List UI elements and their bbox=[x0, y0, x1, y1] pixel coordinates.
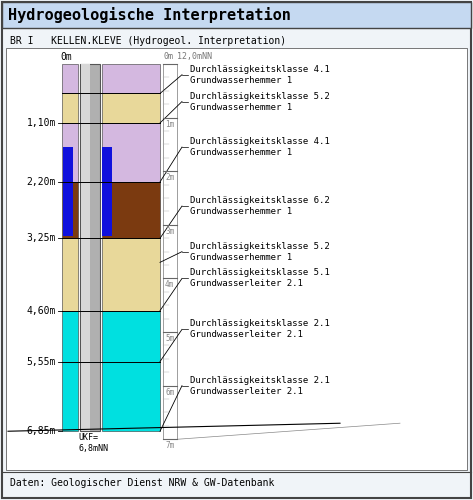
Text: Grundwasserleiter 2.1: Grundwasserleiter 2.1 bbox=[190, 330, 303, 340]
Text: 2m: 2m bbox=[165, 173, 174, 182]
Bar bbox=[102, 182, 160, 238]
Bar bbox=[102, 64, 160, 94]
Bar bbox=[62, 238, 78, 310]
Bar bbox=[163, 64, 177, 440]
Bar bbox=[81, 64, 90, 431]
Text: 12,0mNN: 12,0mNN bbox=[177, 52, 212, 61]
Bar bbox=[62, 310, 78, 431]
Text: Grundwasserhemmer 1: Grundwasserhemmer 1 bbox=[190, 148, 292, 157]
Bar bbox=[102, 94, 160, 123]
Text: Grundwasserhemmer 1: Grundwasserhemmer 1 bbox=[190, 102, 292, 112]
Text: Hydrogeologische Interpretation: Hydrogeologische Interpretation bbox=[8, 7, 291, 23]
Text: 6m: 6m bbox=[165, 388, 174, 396]
Bar bbox=[62, 94, 78, 123]
Text: Grundwasserhemmer 1: Grundwasserhemmer 1 bbox=[190, 76, 292, 84]
Text: 1,10m: 1,10m bbox=[26, 118, 56, 128]
Bar bbox=[102, 123, 160, 182]
Text: 5m: 5m bbox=[165, 334, 174, 343]
Text: Durchlässigkeitsklasse 4.1: Durchlässigkeitsklasse 4.1 bbox=[190, 137, 330, 146]
Text: Durchlässigkeitsklasse 5.2: Durchlässigkeitsklasse 5.2 bbox=[190, 92, 330, 100]
Text: 7m: 7m bbox=[165, 442, 174, 450]
Text: Grundwasserhemmer 1: Grundwasserhemmer 1 bbox=[190, 207, 292, 216]
Text: 6,85m: 6,85m bbox=[26, 426, 56, 436]
Bar bbox=[102, 310, 160, 431]
Text: 4,60m: 4,60m bbox=[26, 306, 56, 316]
Text: Durchlässigkeitsklasse 4.1: Durchlässigkeitsklasse 4.1 bbox=[190, 64, 330, 74]
Text: Durchlässigkeitsklasse 5.1: Durchlässigkeitsklasse 5.1 bbox=[190, 268, 330, 278]
Bar bbox=[102, 238, 160, 310]
Text: 3m: 3m bbox=[165, 227, 174, 236]
Bar bbox=[2, 2, 471, 28]
Bar bbox=[80, 64, 100, 431]
Text: BR I   KELLEN.KLEVE (Hydrogeol. Interpretation): BR I KELLEN.KLEVE (Hydrogeol. Interpreta… bbox=[10, 36, 286, 46]
Text: 0m: 0m bbox=[60, 52, 72, 62]
Text: Durchlässigkeitsklasse 2.1: Durchlässigkeitsklasse 2.1 bbox=[190, 320, 330, 328]
Bar bbox=[62, 64, 78, 94]
Text: 4m: 4m bbox=[165, 280, 174, 289]
Bar bbox=[102, 147, 112, 236]
Text: Durchlässigkeitsklasse 2.1: Durchlässigkeitsklasse 2.1 bbox=[190, 376, 330, 384]
Bar bbox=[6, 48, 467, 470]
Text: 3,25m: 3,25m bbox=[26, 233, 56, 243]
Text: Grundwasserhemmer 1: Grundwasserhemmer 1 bbox=[190, 252, 292, 262]
Text: Durchlässigkeitsklasse 5.2: Durchlässigkeitsklasse 5.2 bbox=[190, 242, 330, 250]
Text: UKF=
6,8mNN: UKF= 6,8mNN bbox=[78, 433, 108, 452]
Bar bbox=[63, 147, 73, 236]
Text: 2,20m: 2,20m bbox=[26, 177, 56, 187]
Text: 5,55m: 5,55m bbox=[26, 356, 56, 366]
Bar bbox=[62, 123, 78, 182]
Text: Daten: Geologischer Dienst NRW & GW-Datenbank: Daten: Geologischer Dienst NRW & GW-Date… bbox=[10, 478, 274, 488]
Text: Grundwasserleiter 2.1: Grundwasserleiter 2.1 bbox=[190, 386, 303, 396]
Text: 0m: 0m bbox=[163, 52, 173, 61]
Bar bbox=[62, 182, 78, 238]
Text: Durchlässigkeitsklasse 6.2: Durchlässigkeitsklasse 6.2 bbox=[190, 196, 330, 205]
Text: Grundwasserleiter 2.1: Grundwasserleiter 2.1 bbox=[190, 280, 303, 288]
Text: 1m: 1m bbox=[165, 120, 174, 128]
